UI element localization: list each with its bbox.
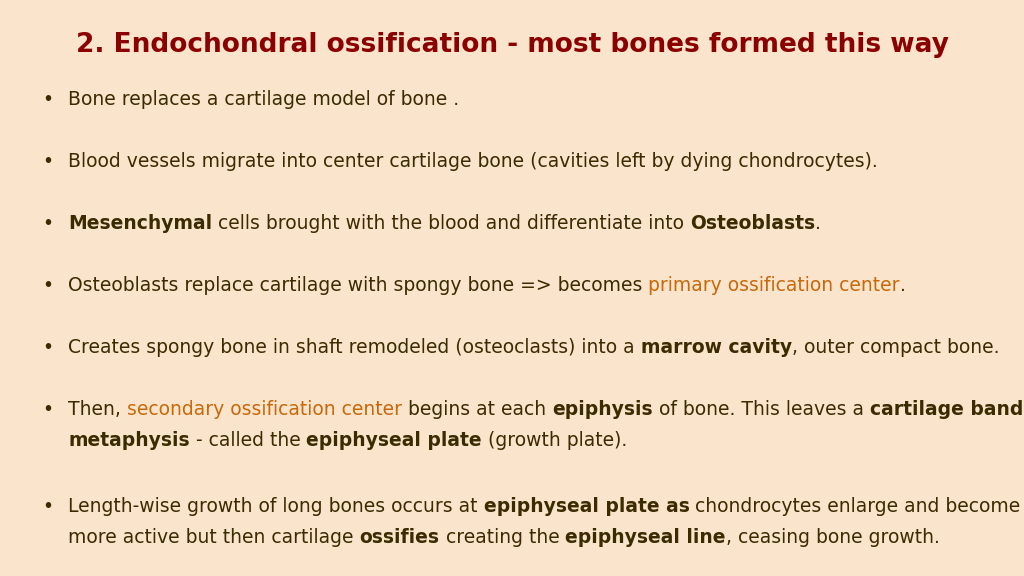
Text: •: • (42, 497, 53, 516)
Text: cartilage band: cartilage band (869, 400, 1023, 419)
Text: •: • (42, 152, 53, 171)
Text: 2. Endochondral ossification - most bones formed this way: 2. Endochondral ossification - most bone… (76, 32, 948, 58)
Text: Osteoblasts: Osteoblasts (690, 214, 815, 233)
Text: primary ossification center: primary ossification center (648, 276, 900, 295)
Text: ossifies: ossifies (359, 528, 439, 547)
Text: creating the: creating the (439, 528, 565, 547)
Text: more active but then cartilage: more active but then cartilage (68, 528, 359, 547)
Text: , ceasing bone growth.: , ceasing bone growth. (726, 528, 940, 547)
Text: cells brought with the blood and differentiate into: cells brought with the blood and differe… (212, 214, 690, 233)
Text: , outer compact bone.: , outer compact bone. (792, 338, 999, 357)
Text: .: . (815, 214, 821, 233)
Text: Osteoblasts replace cartilage with spongy bone => becomes: Osteoblasts replace cartilage with spong… (68, 276, 648, 295)
Text: epiphyseal line: epiphyseal line (565, 528, 726, 547)
Text: .: . (900, 276, 906, 295)
Text: begins at each: begins at each (401, 400, 552, 419)
Text: •: • (42, 276, 53, 295)
Text: Mesenchymal: Mesenchymal (68, 214, 212, 233)
Text: •: • (42, 90, 53, 109)
Text: Blood vessels migrate into center cartilage bone (cavities left by dying chondro: Blood vessels migrate into center cartil… (68, 152, 878, 171)
Text: - called the: - called the (189, 431, 306, 450)
Text: Length-wise growth of long bones occurs at: Length-wise growth of long bones occurs … (68, 497, 483, 516)
Text: (growth plate).: (growth plate). (482, 431, 628, 450)
Text: secondary ossification center: secondary ossification center (127, 400, 401, 419)
Text: metaphysis: metaphysis (68, 431, 189, 450)
Text: Bone replaces a cartilage model of bone .: Bone replaces a cartilage model of bone … (68, 90, 459, 109)
Text: marrow cavity: marrow cavity (641, 338, 792, 357)
Text: epiphyseal plate as: epiphyseal plate as (483, 497, 689, 516)
Text: •: • (42, 214, 53, 233)
Text: •: • (42, 338, 53, 357)
Text: epiphysis: epiphysis (552, 400, 652, 419)
Text: chondrocytes enlarge and become: chondrocytes enlarge and become (689, 497, 1021, 516)
Text: of bone. This leaves a: of bone. This leaves a (652, 400, 869, 419)
Text: Then,: Then, (68, 400, 127, 419)
Text: epiphyseal plate: epiphyseal plate (306, 431, 482, 450)
Text: •: • (42, 400, 53, 419)
Text: Creates spongy bone in shaft remodeled (osteoclasts) into a: Creates spongy bone in shaft remodeled (… (68, 338, 641, 357)
